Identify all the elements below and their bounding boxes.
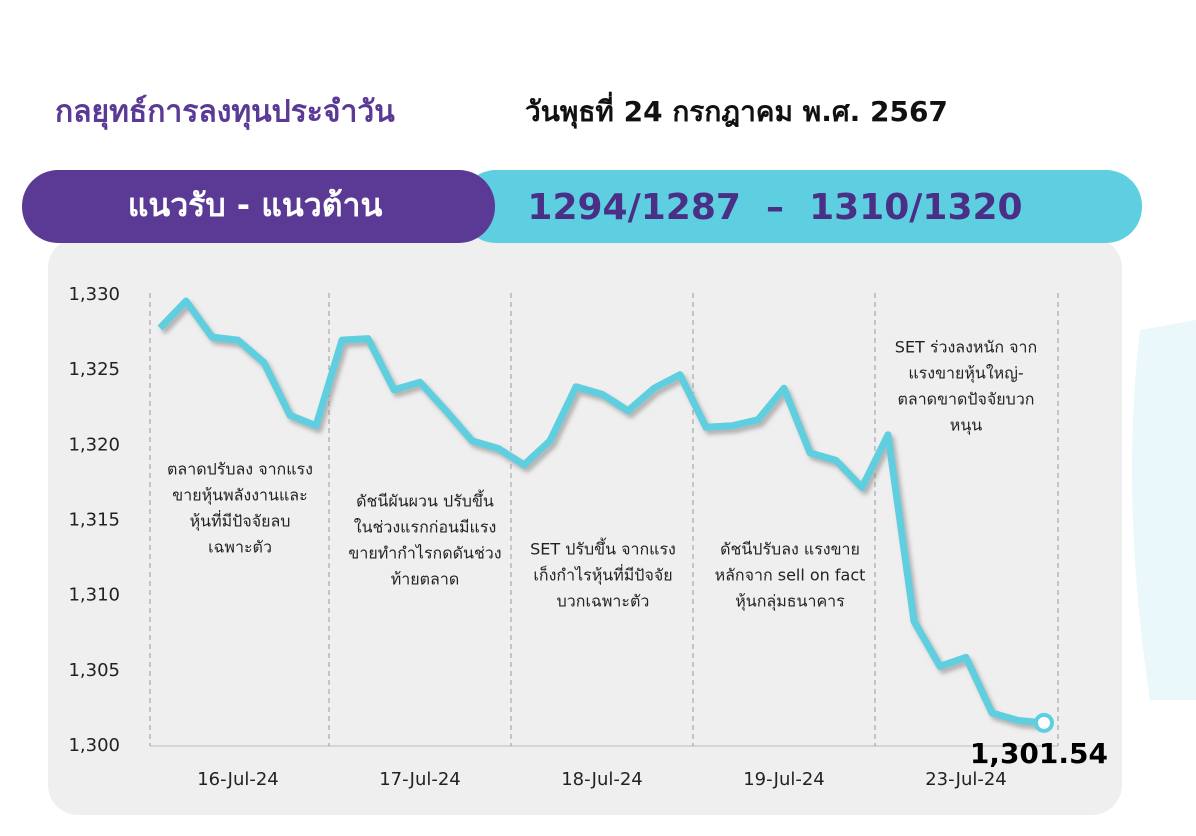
x-tick-label: 16-Jul-24	[197, 769, 279, 790]
y-tick-label: 1,320	[68, 434, 120, 455]
annotation: ท้ายตลาด	[391, 570, 459, 589]
value-label: 1,301.54	[970, 737, 1108, 770]
panel	[48, 238, 1122, 815]
label-pill	[22, 170, 495, 243]
end-point	[1034, 712, 1054, 733]
annotation: แรงขายหุ้นใหญ่-	[908, 364, 1023, 384]
band-levels: 1294/1287 – 1310/1320	[527, 187, 1022, 228]
annotation: SET ร่วงลงหนัก จาก	[895, 338, 1037, 357]
band-label: แนวรับ - แนวต้าน	[128, 186, 383, 224]
series-line	[157, 297, 1045, 727]
y-tick-label: 1,330	[68, 284, 120, 305]
annotation: เก็งกำไรหุ้นที่มีปัจจัย	[533, 564, 672, 586]
annotation: ในช่วงแรกก่อนมีแรง	[354, 518, 497, 537]
annotation: ตลาดขาดปัจจัยบวก	[898, 390, 1035, 409]
annotation: หุ้นที่มีปัจจัยลบ	[190, 510, 291, 532]
annotation: บวกเฉพาะตัว	[557, 592, 650, 611]
annotation: เฉพาะตัว	[208, 538, 272, 557]
x-tick-label: 18-Jul-24	[561, 769, 643, 790]
x-tick-label: 19-Jul-24	[743, 769, 825, 790]
x-tick-label: 17-Jul-24	[379, 769, 461, 790]
y-tick-label: 1,305	[68, 660, 120, 681]
annotation: หนุน	[950, 416, 982, 436]
annotation: ขายหุ้นพลังงานและ	[172, 486, 307, 506]
y-tick-label: 1,310	[68, 585, 120, 606]
y-tick-label: 1,325	[68, 359, 120, 380]
x-tick-label: 23-Jul-24	[925, 769, 1007, 790]
annotation: หุ้นกลุ่มธนาคาร	[735, 592, 845, 612]
title: กลยุทธ์การลงทุนประจำวัน	[55, 95, 395, 131]
levels-pill	[460, 170, 1142, 243]
annotation: ดัชนีปรับลง แรงขาย	[720, 540, 860, 559]
y-tick-label: 1,300	[68, 735, 120, 756]
annotation: ดัชนีผันผวน ปรับขึ้น	[356, 490, 494, 511]
decor	[1132, 320, 1196, 700]
y-tick-label: 1,315	[68, 510, 120, 531]
annotation: ตลาดปรับลง จากแรง	[167, 460, 313, 479]
annotation: หลักจาก sell on fact	[715, 566, 866, 585]
annotation: SET ปรับขึ้น จากแรง	[530, 538, 676, 559]
date: วันพุธที่ 24 กรกฎาคม พ.ศ. 2567	[525, 91, 948, 129]
annotation: ขายทำกำไรกดดันช่วง	[348, 544, 501, 563]
